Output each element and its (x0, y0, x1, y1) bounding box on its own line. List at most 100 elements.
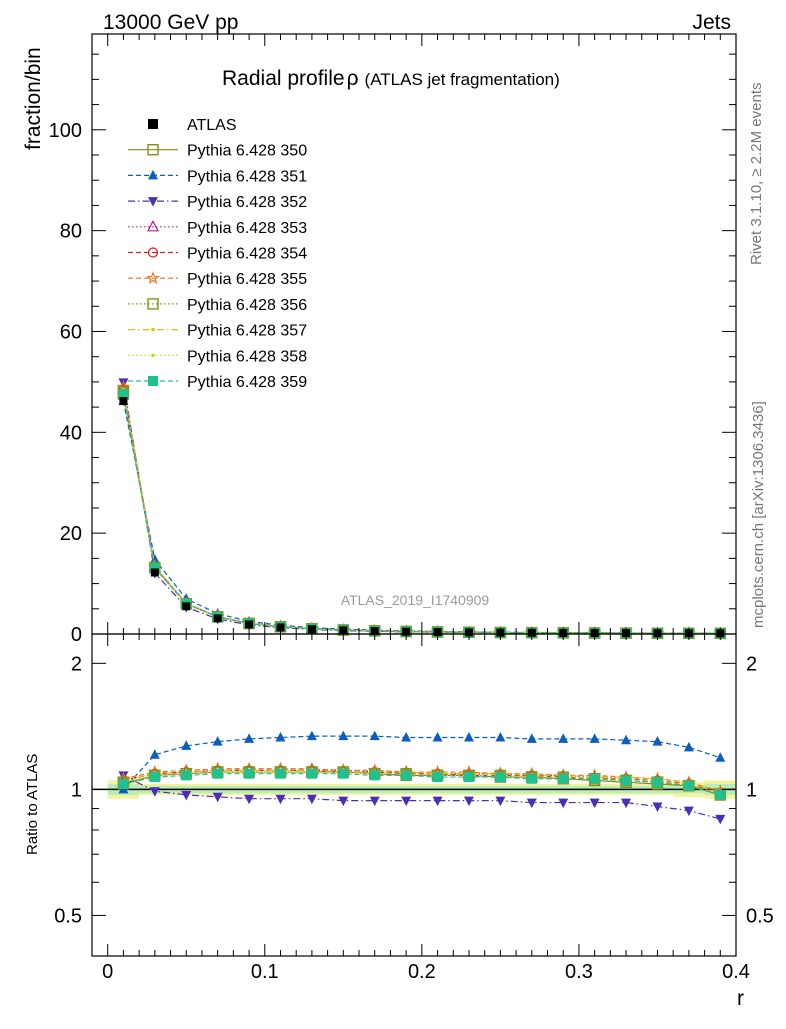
ratio-line-1 (122, 735, 721, 790)
ratio-9-point-7 (338, 768, 349, 779)
ratio-2-point-7 (338, 796, 349, 807)
legend: ATLAS Pythia 6.428 350 Pythia 6.428 351 Pyt… (128, 117, 307, 391)
ratio-1-point-13 (526, 733, 537, 743)
main-title: Radial profileρ (ATLAS jet fragmentation) (222, 67, 560, 90)
ratio-9-point-0 (118, 778, 129, 789)
legend-label-6: Pythia 6.428 356 (187, 297, 307, 314)
legend-label-9: Pythia 6.428 359 (187, 374, 307, 391)
x-tick-label-2: 0.2 (408, 961, 436, 983)
series-1-point-1 (149, 554, 160, 564)
legend-label-3: Pythia 6.428 353 (187, 220, 307, 237)
main-y-axis-label: fraction/bin (22, 47, 45, 150)
legend-marker-3 (147, 220, 159, 232)
main-y-tick-label-3: 60 (60, 321, 82, 343)
ratio-9-point-14 (558, 773, 569, 784)
x-tick-label-4: 0.4 (722, 961, 750, 983)
ratio-2-point-5 (275, 794, 286, 805)
analysis-watermark: ATLAS_2019_I1740909 (341, 592, 490, 608)
reference-point-0 (119, 397, 128, 406)
ratio-line-7 (123, 769, 721, 792)
legend-label-0: Pythia 6.428 350 (187, 143, 307, 160)
axes: 0 0.1 0.2 0.3 0.4 0 20 40 60 80 100 0.5 0.5 1 1 2 2 (49, 33, 774, 983)
ratio-1-point-1 (149, 749, 160, 759)
ratio-2-point-18 (683, 806, 694, 817)
ratio-1-point-17 (652, 736, 663, 746)
ratio-1-point-4 (244, 733, 255, 743)
ratio-9-point-1 (149, 772, 160, 783)
reference-point-3 (213, 614, 222, 623)
x-axis-label: r (737, 987, 744, 1010)
ratio-2-point-8 (369, 796, 380, 807)
legend-marker-0 (147, 143, 159, 156)
ratio-9-point-16 (621, 775, 632, 786)
ratio-1-point-16 (621, 734, 632, 745)
legend-label-4: Pythia 6.428 354 (187, 246, 307, 263)
ratio-1-point-7 (338, 730, 349, 741)
ratio-2-point-1 (149, 787, 160, 797)
ratio-2-point-3 (212, 792, 223, 803)
main-title-paren: (ATLAS jet fragmentation) (365, 70, 560, 89)
ratio-2-point-11 (463, 796, 474, 807)
x-tick-label-0: 0 (102, 961, 113, 983)
legend-marker-2 (148, 197, 158, 207)
rivet-label: Rivet 3.1.10, ≥ 2.2M events (748, 83, 765, 266)
ratio-1-point-14 (558, 733, 569, 743)
ratio-9-point-11 (463, 772, 474, 783)
ratio-1-point-8 (369, 730, 380, 741)
series-9-point-1 (149, 563, 160, 574)
ratio-2-point-19 (715, 814, 726, 825)
main-y-tick-label-2: 40 (60, 422, 82, 444)
ratio-2-point-10 (432, 796, 443, 807)
legend-marker-6 (147, 298, 159, 310)
legend-marker-7 (151, 327, 155, 332)
ratio-2-point-4 (244, 794, 255, 805)
ratio-1-point-5 (275, 732, 286, 742)
ratio-line-2 (123, 774, 721, 820)
series-9-point-0 (118, 389, 129, 400)
main-y-tick-label-5: 100 (49, 120, 82, 142)
ratio-1-point-3 (212, 736, 223, 746)
ratio-1-point-12 (495, 732, 506, 742)
ratio-y-tick-label-left-0: 0.5 (54, 905, 82, 927)
legend-marker-5 (146, 271, 160, 284)
process-label: Jets (692, 11, 731, 34)
ratio-9-point-18 (683, 780, 694, 791)
ratio-1-point-19 (715, 752, 726, 762)
ratio-y-tick-label-left-2: 2 (71, 653, 82, 675)
reference-point-5 (276, 623, 285, 632)
ratio-2-point-15 (589, 798, 600, 809)
ratio-9-point-17 (652, 777, 663, 788)
ratio-9-point-6 (306, 768, 317, 779)
ratio-y-tick-label-right-2: 2 (746, 653, 757, 675)
ratio-9-point-8 (369, 770, 380, 781)
legend-marker-8 (151, 353, 155, 358)
legend-label-1: Pythia 6.428 351 (187, 168, 307, 185)
ratio-2-point-14 (558, 798, 569, 809)
mcplots-label: mcplots.cern.ch [arXiv:1306.3436] (750, 401, 767, 628)
ratio-y-axis-label: Ratio to ATLAS (24, 754, 41, 855)
legend-label-8: Pythia 6.428 358 (187, 348, 307, 365)
legend-label-2: Pythia 6.428 352 (187, 194, 307, 211)
legend-marker-4 (147, 247, 159, 258)
ratio-frame (91, 633, 737, 957)
main-y-tick-label-1: 20 (60, 523, 82, 545)
legend-marker-9 (148, 376, 158, 386)
ratio-9-point-4 (244, 768, 255, 779)
reference-point-2 (182, 602, 191, 611)
legend-label-atlas: ATLAS (187, 117, 237, 134)
ratio-9-point-13 (526, 773, 537, 784)
main-panel (116, 378, 728, 640)
ratio-2-point-17 (652, 802, 663, 813)
legend-label-5: Pythia 6.428 355 (187, 271, 307, 288)
ratio-9-point-15 (589, 773, 600, 784)
ratio-1-point-10 (432, 732, 443, 742)
ratio-y-tick-label-right-0: 0.5 (746, 905, 774, 927)
main-title-text: Radial profile (222, 67, 345, 90)
legend-label-7: Pythia 6.428 357 (187, 323, 307, 340)
main-y-tick-label-0: 0 (71, 624, 82, 646)
ratio-9-point-5 (275, 768, 286, 779)
ratio-line-9 (123, 773, 721, 796)
ratio-line-8 (123, 771, 721, 794)
ratio-y-tick-label-right-1: 1 (746, 779, 757, 801)
